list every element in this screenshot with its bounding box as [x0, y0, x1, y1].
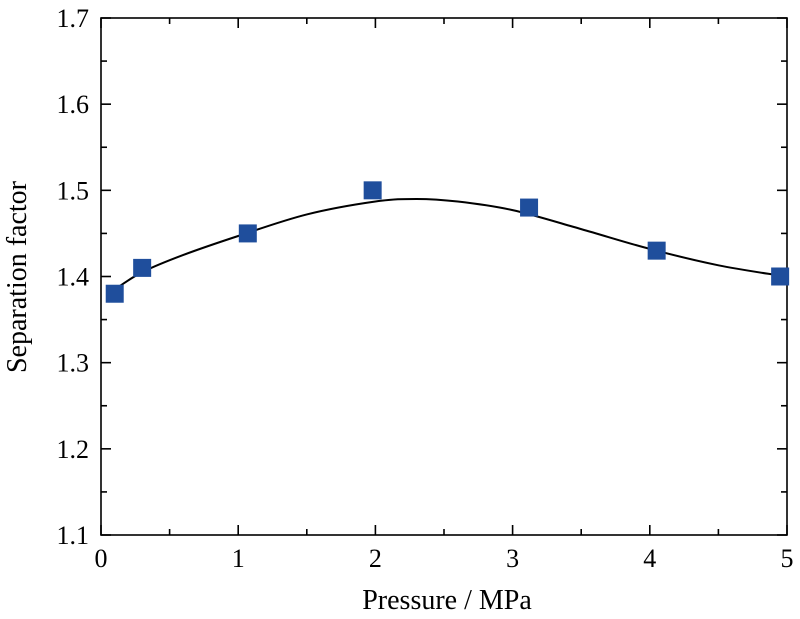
y-tick-label: 1.6 [57, 90, 90, 119]
x-tick-label: 4 [643, 544, 656, 573]
data-point [238, 224, 257, 243]
tick-labels: 0 1 2 3 4 5 1.1 1.2 1.3 1.4 1.5 1.6 1.7 [57, 4, 794, 573]
y-tick-label: 1.1 [57, 521, 90, 550]
y-tick-label: 1.7 [57, 4, 90, 33]
data-point [105, 284, 124, 303]
y-tick-label: 1.5 [57, 176, 90, 205]
plot-frame [100, 17, 788, 536]
x-tick-label: 5 [781, 544, 794, 573]
data-point [363, 181, 382, 200]
y-tick-label: 1.2 [57, 435, 90, 464]
data-point [771, 267, 790, 286]
y-tick-label: 1.3 [57, 349, 90, 378]
data-points [105, 181, 790, 303]
x-tick-label: 3 [506, 544, 519, 573]
x-tick-label: 1 [232, 544, 245, 573]
x-axis-title: Pressure / MPa [362, 585, 532, 616]
x-tick-label: 0 [95, 544, 108, 573]
data-point [520, 198, 539, 217]
fit-curve [114, 197, 781, 291]
data-point [647, 241, 666, 260]
data-point [133, 258, 152, 277]
y-axis-title: Separation factor [2, 180, 33, 373]
y-tick-label: 1.4 [57, 263, 90, 292]
axis-ticks [100, 17, 788, 536]
x-tick-label: 2 [369, 544, 382, 573]
